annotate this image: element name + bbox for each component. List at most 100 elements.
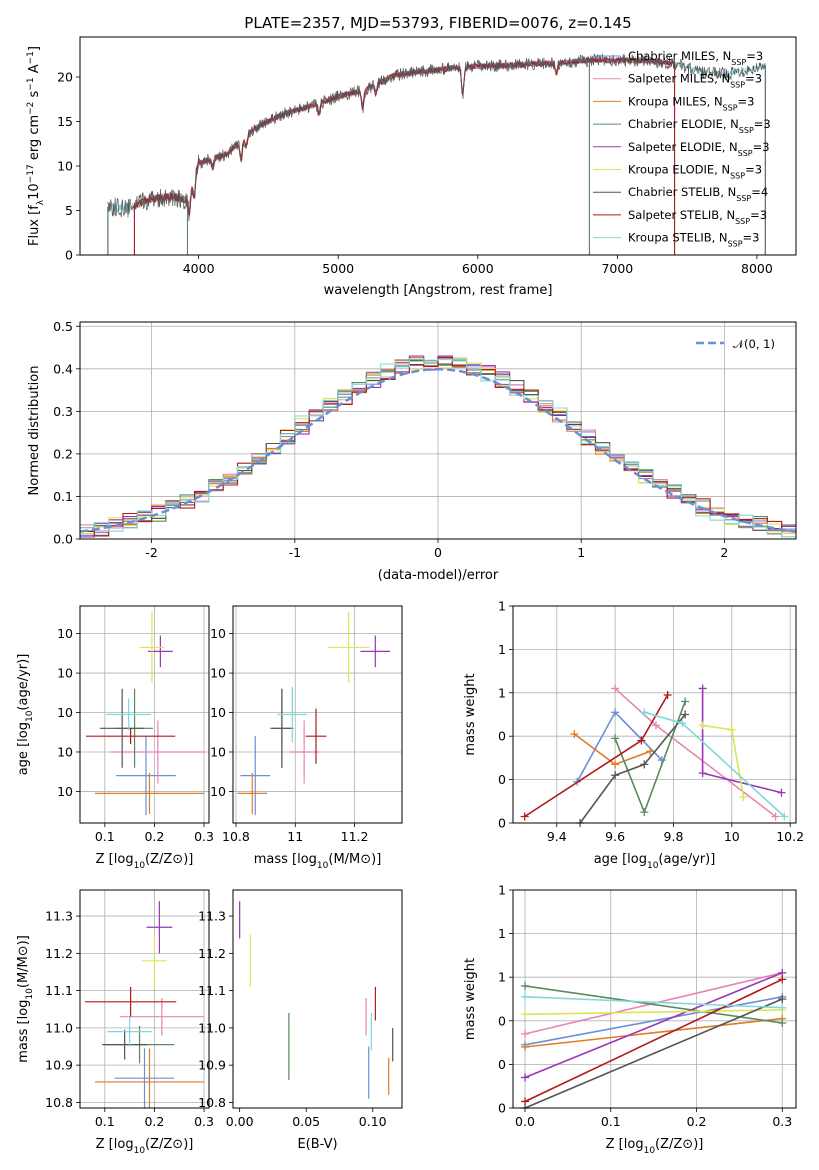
y-tick-label: 10.8	[198, 1095, 226, 1110]
y-axis-label: mass weight	[463, 673, 478, 755]
legend-label: 𝒩(0, 1)	[733, 337, 775, 351]
y-tick-label: 10.9	[198, 1058, 226, 1073]
y-tick-label: 10	[57, 159, 73, 174]
errorbar-point	[94, 772, 205, 814]
weight-marker	[646, 747, 655, 756]
errorbar-point	[146, 901, 173, 954]
x-axis-label: age [log10(age/yr)]	[594, 852, 716, 871]
x-axis-label: mass [log10(M/M⊙)]	[254, 852, 382, 871]
y-axis-label: Flux [fλ10−17 erg cm−2 s−1 A−1]	[26, 46, 46, 246]
weight-marker	[611, 771, 620, 780]
errorbar-point	[94, 1048, 205, 1108]
x-tick-label: 0.3	[194, 1114, 214, 1129]
weight-marker	[778, 995, 787, 1003]
axes-frame	[79, 605, 210, 824]
legend-label: Kroupa MILES, NSSP=3	[628, 94, 754, 112]
y-tick-label: 11.0	[198, 1020, 226, 1035]
legend-label: Salpeter ELODIE, NSSP=3	[628, 140, 770, 158]
y-tick-label: 1	[498, 970, 506, 985]
spectrum-salpeter-stelib	[133, 56, 675, 217]
y-tick-label: 0	[498, 772, 506, 787]
legend: Chabrier MILES, NSSP=3 Salpeter MILES, NS…	[593, 49, 771, 248]
y-tick-label: 15	[57, 114, 73, 129]
errorbars	[237, 611, 391, 816]
weight-marker	[739, 792, 748, 801]
y-axis-label: age [log10(age/yr)]	[16, 654, 35, 776]
y-tick-label: 10	[57, 705, 73, 720]
x-tick-label: 0.3	[194, 829, 214, 844]
errorbar-point	[139, 611, 165, 683]
weight-line-salpeter-stelib	[524, 978, 783, 1103]
weight-marker	[521, 981, 530, 990]
legend-label: Kroupa ELODIE, NSSP=3	[628, 163, 762, 181]
weight-lines	[520, 684, 789, 827]
weight-marker	[698, 769, 707, 778]
x-axis-label: Z [log10(Z/Z⊙)]	[606, 1137, 704, 1156]
y-tick-label: 20	[57, 70, 73, 85]
axes-frame	[79, 36, 797, 256]
histograms	[80, 355, 796, 538]
x-tick-label: 0.2	[687, 1114, 707, 1129]
y-tick-label: 10	[210, 705, 226, 720]
weight-marker	[521, 1042, 530, 1051]
gaussian-curve	[80, 368, 796, 533]
histogram-kroupa-stelib	[80, 358, 796, 538]
spectrum-lines	[107, 53, 766, 255]
weight-marker	[611, 708, 620, 717]
weight-marker	[651, 721, 660, 730]
y-axis-label: Normed distribution	[27, 366, 42, 496]
weight-line-chabrier-miles	[524, 996, 783, 1046]
x-tick-label: 5000	[322, 261, 354, 276]
x-tick-label: 2	[720, 545, 728, 560]
weight-line-chabrier-stelib	[524, 998, 783, 1109]
x-tick-label: 8000	[741, 261, 773, 276]
panel-weight_vs_Z: 0.0 0.1 0.2 0.3 0 0 0 1 1 1 Z [log10(Z/Z⊙)] mass we…	[463, 883, 797, 1156]
errorbar-point	[85, 728, 176, 745]
weight-marker	[611, 684, 620, 693]
legend-label: Chabrier STELIB, NSSP=4	[628, 185, 768, 203]
errorbars	[85, 611, 206, 816]
x-axis-label: E(B-V)	[297, 1137, 337, 1152]
panel-residuals: -2 -1 0 1 2 0.0 0.1 0.2 0.3 0.4 0.5 (data-model)/er…	[27, 319, 797, 583]
errorbar-point	[102, 1029, 147, 1060]
x-axis-label: Z [log10(Z/Z⊙)]	[96, 852, 194, 871]
y-tick-label: 10	[210, 626, 226, 641]
x-tick-label: 10.8	[222, 829, 250, 844]
y-tick-label: 1	[498, 642, 506, 657]
panel-age_vs_Z: 0.1 0.2 0.3 10 10 10 10 10 Z [log10(Z/Z⊙)] age [l…	[16, 605, 214, 871]
y-tick-label: 5	[65, 203, 73, 218]
x-tick-label: 0.10	[359, 1114, 387, 1129]
grid	[233, 606, 402, 823]
weight-marker	[698, 721, 707, 730]
weight-marker	[678, 719, 687, 728]
weight-line-chabrier-stelib	[579, 713, 686, 824]
y-tick-label: 11.0	[45, 1020, 73, 1035]
legend-label: Salpeter STELIB, NSSP=3	[628, 208, 767, 226]
x-tick-label: 0	[434, 545, 442, 560]
errorbar-point	[99, 688, 145, 768]
y-tick-label: 1	[498, 599, 506, 614]
y-axis-label: mass weight	[463, 958, 478, 1040]
weight-marker	[681, 710, 690, 719]
y-tick-label: 1	[498, 883, 506, 898]
x-tick-label: 0.00	[226, 1114, 254, 1129]
y-tick-label: 10.8	[45, 1095, 73, 1110]
x-tick-label: 11	[287, 829, 303, 844]
weight-marker	[778, 975, 787, 984]
panel-age_vs_mass: 10.8 11 11.2 10 10 10 10 10 mass [log10(M/M⊙)]	[210, 605, 403, 871]
errorbar-point	[114, 1048, 175, 1108]
weight-line-kroupa-elodie	[524, 1009, 783, 1016]
axes-frame	[512, 605, 797, 824]
x-tick-label: 0.3	[772, 1114, 792, 1129]
x-tick-label: 0.2	[144, 829, 164, 844]
y-tick-label: 10	[57, 784, 73, 799]
weight-marker	[698, 684, 707, 693]
y-tick-label: 11.1	[198, 983, 226, 998]
weight-marker	[521, 992, 530, 1001]
y-axis-label: mass [log10(M/M⊙)]	[16, 935, 35, 1063]
x-tick-label: 4000	[183, 261, 215, 276]
y-tick-label: 0.4	[53, 361, 73, 376]
panel-weight_vs_age: 9.4 9.6 9.8 10 10.2 0 0 0 1 1 1 age [log10(age/yr)]…	[463, 599, 804, 872]
grid	[80, 606, 209, 823]
weight-marker	[611, 734, 620, 743]
